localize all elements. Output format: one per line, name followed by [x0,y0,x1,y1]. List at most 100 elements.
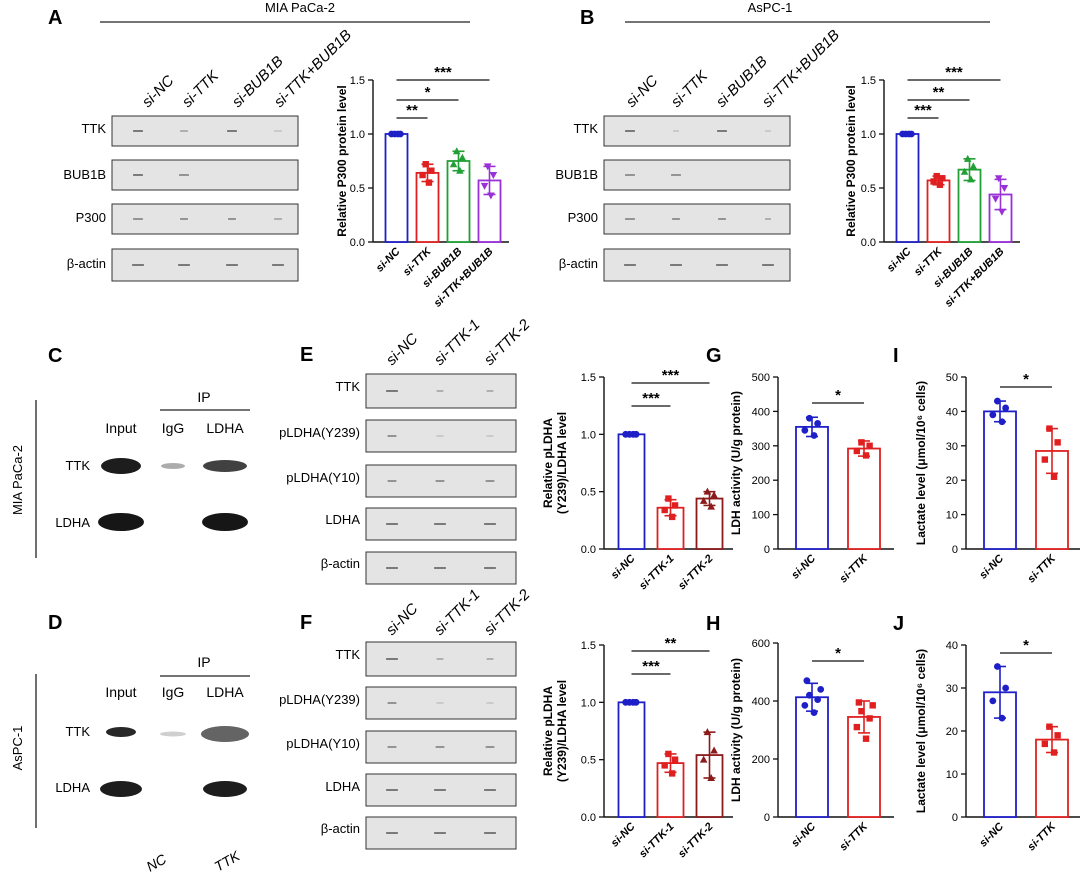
blot-band [716,264,728,266]
blot-band [672,218,680,220]
blot-band [203,781,247,797]
x-tick-label: si-NC [609,820,639,850]
bar [617,701,646,818]
blot-label: BUB1B [63,167,106,182]
lane-label: LDHA [206,684,244,700]
data-point [422,161,429,168]
data-point [989,697,997,705]
blot-band [203,460,247,472]
blot-band [762,264,774,266]
blot-band [133,130,143,132]
data-point [1050,473,1058,480]
blot-band [227,130,237,132]
significance-label: * [425,84,431,101]
data-point [1054,439,1061,446]
x-tick-label: si-TTK [1025,820,1058,853]
blot-label: TTK [573,121,598,136]
chart-g: 0 100 200 300 400 500 LDH activity (U/g protei… [729,372,894,585]
blot-label: TTK [335,379,360,394]
panel-letter-a: A [48,7,62,29]
bar [983,691,1017,818]
data-point [855,699,863,706]
lane-label: IgG [162,420,185,436]
y-tick-label: 500 [752,372,770,384]
y-axis-label: LDH activity (U/g protein) [729,658,743,802]
data-point [661,506,668,514]
significance-label: * [835,645,841,662]
bottom-cut-label: TTK [212,847,243,874]
panel-a-blots [111,115,299,282]
y-tick-label: 1.0 [581,697,596,709]
blot-band [484,567,496,569]
data-point [998,714,1006,722]
blot-band [625,218,635,220]
blot-label: P300 [568,210,598,225]
panel-e-blots [365,373,517,585]
panel-b-blot-names: TTK BUB1B P300 β-actin [555,121,598,271]
blot-band [387,702,397,704]
blot-label: pLDHA(Y10) [286,736,360,751]
data-point [632,430,640,438]
y-tick-label: 30 [946,441,958,453]
data-point [699,496,708,504]
blot-band [98,513,144,531]
panel-b-blots [603,115,791,282]
y-tick-label: 0.0 [581,812,596,824]
data-point [810,709,818,716]
y-tick-label: 0.0 [861,237,876,249]
y-tick-label: 200 [752,754,770,766]
data-point [803,677,811,685]
data-point [960,167,969,175]
y-tick-label: 0.0 [350,237,365,249]
y-axis-label: LDH activity (U/g protein) [729,391,743,535]
data-point [1002,404,1010,412]
y-axis-label-line: (Y239)/LDHA level [555,680,569,782]
data-point [869,702,876,709]
blot-band [106,727,136,737]
data-point [969,162,978,170]
chart-f: 0.0 0.5 1.0 1.5 Relative pLDHA(Y239)/LDHA le… [541,635,733,860]
blot-band [671,174,681,176]
data-point [801,426,809,434]
y-axis-label: Relative P300 protein level [335,85,349,236]
blot-label: LDHA [55,780,90,795]
data-point [665,750,672,758]
y-tick-label: 100 [752,510,770,522]
blot-band [485,746,495,748]
significance-label: ** [406,102,418,119]
blot-band [435,746,445,748]
blot-band [202,513,248,531]
y-tick-label: 10 [946,510,958,522]
y-tick-label: 1.0 [350,129,365,141]
y-tick-label: 20 [946,475,958,487]
data-point [458,153,467,161]
panel-c-blots [96,444,256,554]
blot-label: BUB1B [555,167,598,182]
lane-label: si-TTK+BUB1B [759,27,843,111]
x-tick-label: si-TTK-2 [676,821,716,861]
data-point [710,491,718,499]
blot-label: LDHA [325,779,360,794]
data-point [1000,185,1009,192]
blot-band [160,731,186,737]
bar [983,410,1017,550]
x-tick-label: si-TTK+BUB1B [943,246,1007,310]
blot-strip [111,115,299,147]
data-point [810,432,818,439]
panel-letter-i: I [893,345,899,367]
panel-letter-b: B [580,7,594,29]
y-tick-label: 600 [752,638,770,650]
blot-band [179,174,189,176]
x-tick-label: si-TTK-1 [637,553,677,593]
blot-band [161,463,185,469]
bar [847,447,881,550]
y-tick-label: 1.5 [581,372,596,384]
panel-f-blot-names: TTK pLDHA(Y239) pLDHA(Y10) LDHA β-actin [279,647,360,836]
y-axis-label: Lactate level (μmol/10⁶ cells) [914,649,928,813]
data-point [671,756,679,763]
y-tick-label: 0.5 [861,183,876,195]
x-tick-label: si-TTK [837,820,870,853]
y-tick-label: 200 [752,475,770,487]
blot-band [274,218,282,220]
